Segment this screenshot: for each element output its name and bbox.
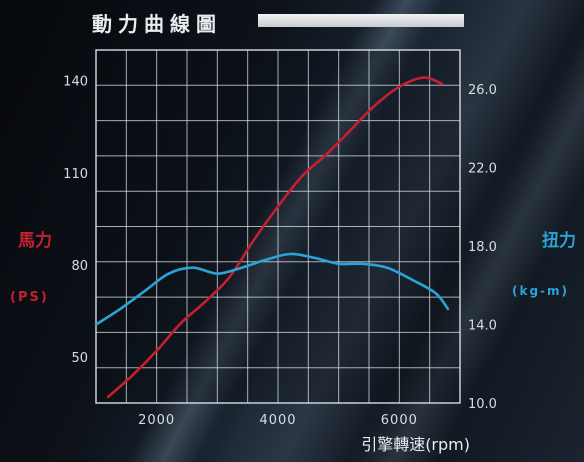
y-right-tick-label: 18.0	[468, 240, 497, 255]
y-left-tick-label: 80	[71, 259, 88, 274]
right-axis-unit: (kg-m)	[512, 284, 570, 298]
chart-lines	[94, 76, 450, 399]
left-axis-unit: (PS)	[10, 290, 49, 305]
x-tick-label: 2000	[138, 413, 175, 428]
series-line-torque	[94, 252, 450, 326]
title-decoration-bar	[258, 14, 464, 27]
chart-grid	[95, 49, 461, 404]
chart-title: 動力曲線圖	[92, 12, 222, 36]
y-right-tick-label: 10.0	[468, 397, 497, 412]
left-axis-label: 馬力	[18, 231, 52, 251]
y-left-tick-label: 110	[63, 167, 88, 182]
chart-ticks: 2000 4000 6000 50 80 110 140 10.0 14.0 18.0 22.0 26…	[63, 75, 497, 428]
y-right-tick-label: 22.0	[468, 162, 497, 177]
y-right-tick-label: 14.0	[468, 319, 497, 334]
y-right-tick-label: 26.0	[468, 83, 497, 98]
right-axis-label: 扭力	[542, 231, 576, 251]
x-tick-label: 6000	[381, 413, 418, 428]
series-line-horsepower	[106, 76, 444, 399]
y-left-tick-label: 50	[71, 351, 88, 366]
x-axis-label: 引擎轉速(rpm)	[361, 435, 470, 454]
x-tick-label: 4000	[259, 413, 296, 428]
y-left-tick-label: 140	[63, 75, 88, 90]
